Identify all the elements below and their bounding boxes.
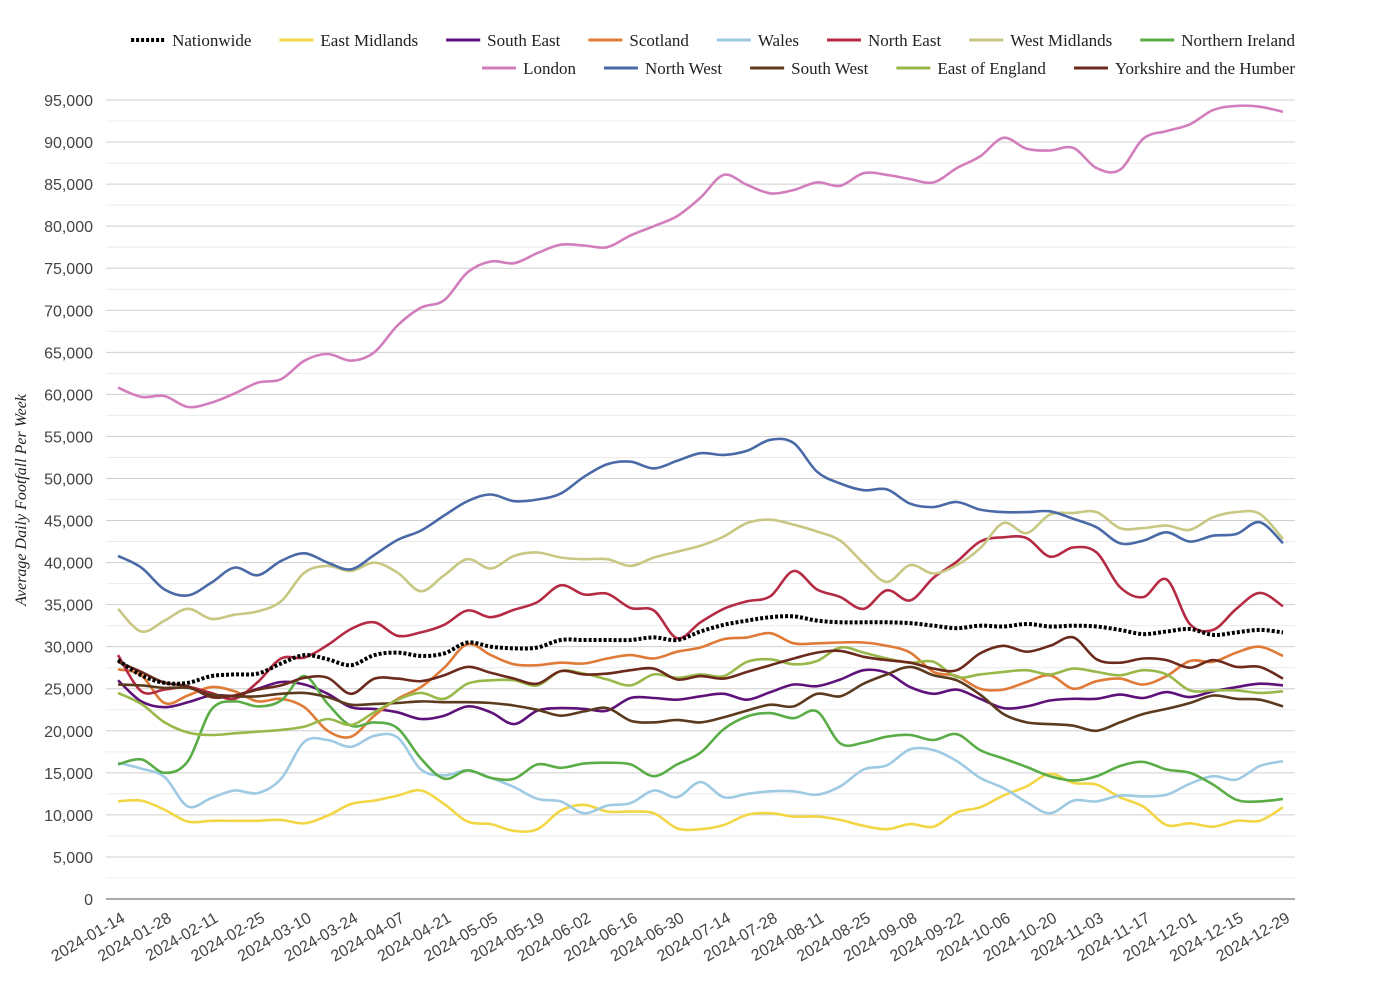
series-line-london — [117, 104, 1284, 409]
legend-item-northern-ireland: Northern Ireland — [1140, 31, 1295, 50]
y-tick-label: 45,000 — [44, 514, 93, 531]
y-tick-label: 75,000 — [44, 261, 93, 278]
legend-label: Northern Ireland — [1181, 31, 1295, 50]
series-line-wales — [117, 732, 1284, 815]
legend-label: South West — [791, 59, 868, 78]
series-line-scotland — [117, 631, 1284, 739]
legend-item-east-of-england: East of England — [896, 59, 1046, 78]
legend-label: East Midlands — [320, 31, 418, 50]
series-line-south-west — [117, 665, 1284, 733]
y-axis-title: Average Daily Footfall Per Week — [13, 393, 30, 607]
legend-item-scotland: Scotland — [588, 31, 689, 50]
legend-item-yorkshire-and-the-humber: Yorkshire and the Humber — [1073, 59, 1295, 78]
y-tick-label: 50,000 — [44, 471, 93, 488]
series-line-north-west — [117, 437, 1284, 597]
y-tick-label: 85,000 — [44, 177, 93, 194]
series-lines — [116, 104, 1284, 833]
legend-label: Nationwide — [172, 31, 251, 50]
legend-label: South East — [487, 31, 560, 50]
y-tick-label: 95,000 — [44, 93, 93, 110]
legend-label: East of England — [937, 59, 1046, 78]
series-line-yorkshire-and-the-humber — [117, 635, 1284, 699]
y-tick-label: 10,000 — [44, 808, 93, 825]
series-line-north-east — [116, 535, 1284, 701]
y-tick-label: 30,000 — [44, 640, 93, 657]
y-tick-label: 70,000 — [44, 303, 93, 320]
legend-label: North West — [645, 59, 722, 78]
legend-label: London — [523, 59, 576, 78]
series-line-northern-ireland — [117, 674, 1284, 804]
gridlines — [106, 99, 1295, 900]
y-tick-label: 60,000 — [44, 387, 93, 404]
legend-item-south-east: South East — [446, 31, 561, 50]
legend-item-london: London — [482, 59, 576, 78]
y-tick-label: 90,000 — [44, 135, 93, 152]
y-tick-label: 65,000 — [44, 345, 93, 362]
y-tick-label: 25,000 — [44, 682, 93, 699]
series-line-west-midlands — [117, 509, 1284, 634]
legend-item-north-east: North East — [827, 31, 941, 50]
y-tick-label: 0 — [84, 892, 93, 909]
legend-item-nationwide: Nationwide — [131, 31, 251, 50]
legend-item-west-midlands: West Midlands — [969, 31, 1112, 50]
legend-item-north-west: North West — [603, 59, 722, 78]
y-tick-label: 55,000 — [44, 429, 93, 446]
legend-label: North East — [868, 31, 941, 50]
legend-label: Scotland — [629, 31, 689, 50]
legend-item-east-midlands: East Midlands — [279, 31, 418, 50]
y-tick-label: 35,000 — [44, 598, 93, 615]
series-line-east-of-england — [117, 645, 1284, 737]
y-tick-label: 20,000 — [44, 724, 93, 741]
legend-item-south-west: South West — [750, 59, 869, 78]
legend-label: Yorkshire and the Humber — [1115, 59, 1295, 78]
series-line-east-midlands — [117, 772, 1284, 833]
legend: Nationwide East Midlands South East Scotlan… — [131, 31, 1295, 78]
y-tick-label: 40,000 — [44, 556, 93, 573]
y-axis: 0 5,000 10,000 15,000 20,000 25,000 30,000 35,0… — [44, 93, 93, 909]
y-tick-label: 15,000 — [44, 766, 93, 783]
y-tick-label: 5,000 — [53, 850, 93, 867]
legend-label: Wales — [758, 31, 799, 50]
legend-item-wales: Wales — [716, 31, 799, 50]
y-tick-label: 80,000 — [44, 219, 93, 236]
series-line-south-east — [117, 668, 1284, 726]
series-line-nationwide — [116, 614, 1284, 686]
legend-label: West Midlands — [1010, 31, 1112, 50]
x-axis: 2024-01-142024-01-282024-02-112024-02-25… — [49, 910, 1293, 966]
